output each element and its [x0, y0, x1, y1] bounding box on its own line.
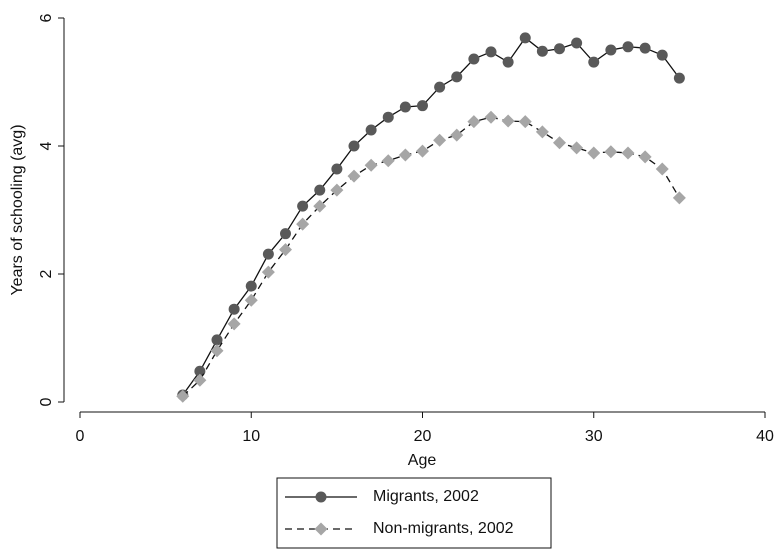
y-tick-label: 0: [38, 397, 55, 406]
x-axis-title: Age: [408, 452, 437, 469]
marker: [398, 148, 412, 162]
marker: [638, 150, 652, 164]
x-tick-label: 40: [756, 428, 774, 445]
legend-label: Migrants, 2002: [373, 488, 479, 505]
marker: [501, 114, 515, 128]
marker: [571, 37, 583, 49]
marker: [451, 71, 463, 83]
y-tick-label: 2: [38, 269, 55, 278]
marker: [535, 125, 549, 139]
y-axis-title: Years of schooling (avg): [9, 124, 26, 295]
marker: [553, 136, 566, 150]
legend-box: [276, 477, 552, 549]
marker: [313, 199, 327, 213]
marker: [348, 140, 360, 152]
marker: [605, 44, 617, 56]
marker: [604, 145, 618, 159]
marker: [639, 42, 651, 54]
marker: [502, 56, 514, 68]
marker: [673, 72, 685, 84]
marker: [518, 115, 532, 129]
legend-label: Non-migrants, 2002: [373, 520, 514, 537]
marker: [382, 111, 394, 123]
marker: [245, 280, 257, 292]
marker: [434, 81, 446, 93]
legend-marker: [314, 522, 328, 536]
x-tick-label: 20: [414, 428, 432, 445]
marker: [621, 146, 635, 160]
series-line: [182, 36, 680, 396]
y-tick-label: 6: [38, 13, 55, 22]
marker: [176, 389, 190, 403]
marker: [279, 243, 292, 257]
marker: [280, 228, 291, 240]
marker: [364, 158, 378, 172]
marker: [297, 200, 309, 212]
marker: [399, 101, 411, 113]
marker: [519, 32, 531, 44]
marker: [655, 162, 669, 176]
marker: [314, 184, 326, 196]
y-tick-label: 4: [38, 141, 55, 150]
marker: [433, 133, 447, 147]
marker: [244, 293, 258, 307]
x-tick-label: 30: [585, 428, 603, 445]
marker: [193, 373, 207, 387]
marker: [554, 43, 565, 55]
marker: [365, 124, 377, 136]
marker: [588, 56, 600, 68]
marker: [417, 100, 428, 112]
marker: [485, 46, 497, 58]
x-tick-label: 0: [76, 428, 85, 445]
marker: [672, 191, 686, 205]
marker: [656, 49, 668, 61]
marker: [211, 334, 223, 346]
marker: [210, 344, 224, 358]
marker: [587, 146, 601, 160]
series-line: [182, 116, 680, 397]
marker: [347, 169, 361, 183]
x-tick-label: 10: [242, 428, 260, 445]
marker: [484, 110, 498, 124]
marker: [228, 303, 240, 315]
marker: [536, 45, 548, 57]
marker: [194, 365, 206, 377]
marker: [261, 265, 275, 279]
marker: [450, 128, 464, 142]
marker: [570, 141, 584, 155]
marker: [622, 41, 634, 53]
marker: [331, 163, 343, 175]
marker: [296, 217, 310, 231]
marker: [381, 154, 395, 168]
marker: [330, 183, 344, 197]
marker: [227, 317, 241, 331]
marker: [467, 115, 481, 129]
legend-marker: [315, 491, 327, 503]
marker: [416, 144, 429, 158]
marker: [262, 248, 274, 260]
marker: [468, 53, 480, 65]
